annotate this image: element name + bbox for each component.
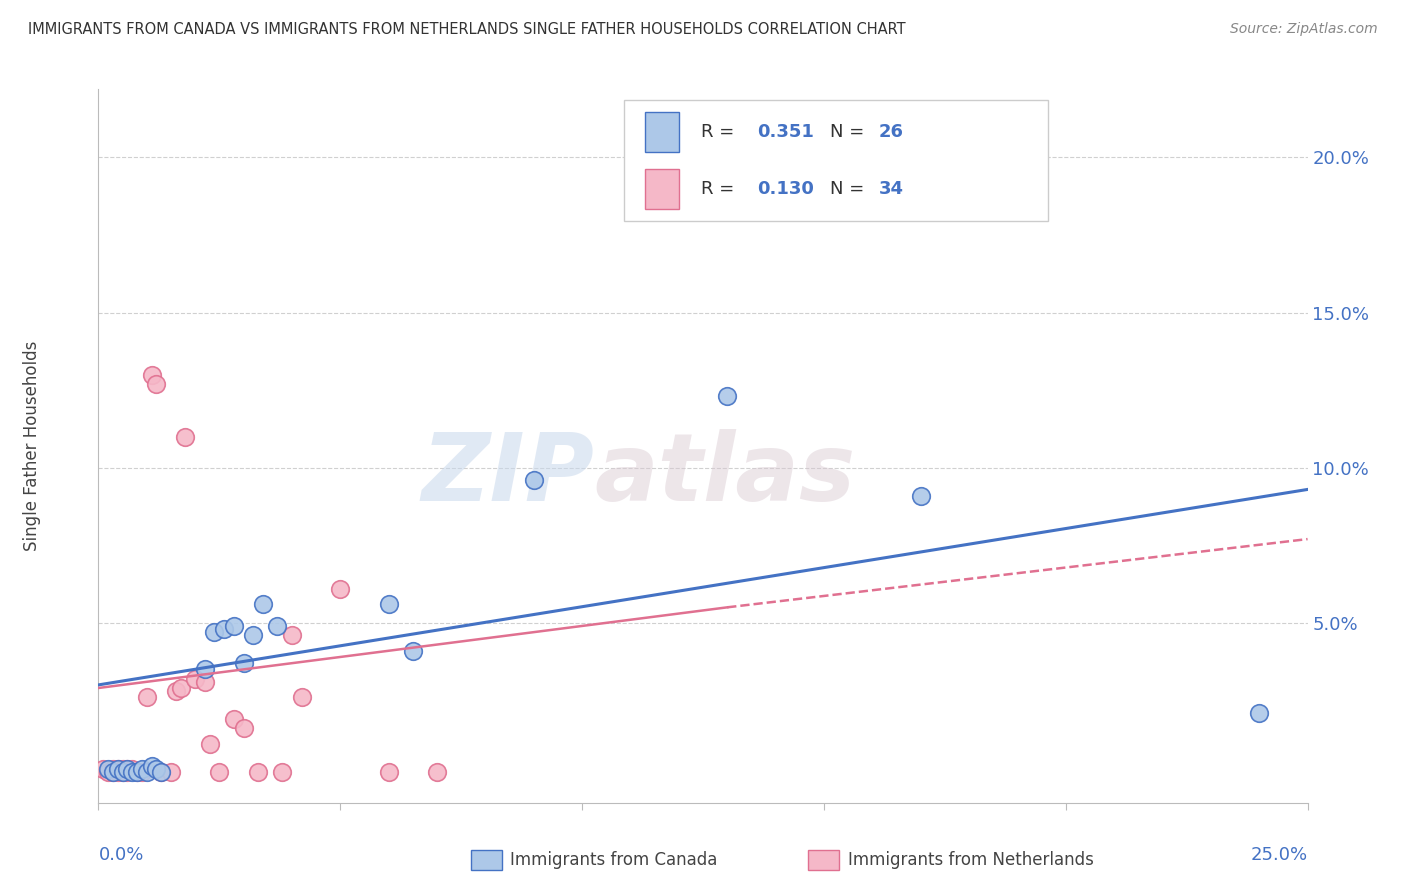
Point: [135, 764, 157, 779]
Bar: [645, 112, 679, 152]
Text: R =: R =: [700, 180, 740, 198]
Point: [107, 764, 129, 779]
Point: [402, 644, 425, 658]
Text: 34: 34: [879, 180, 903, 198]
Text: 25.0%: 25.0%: [1250, 847, 1308, 864]
Point: [91, 762, 114, 776]
Point: [232, 722, 254, 736]
Point: [111, 762, 134, 776]
Point: [117, 764, 139, 779]
Text: N =: N =: [830, 180, 870, 198]
Point: [121, 762, 143, 776]
Point: [150, 764, 173, 779]
Point: [194, 674, 217, 689]
Point: [117, 762, 139, 776]
Point: [165, 684, 187, 698]
Point: [212, 622, 235, 636]
Point: [222, 619, 245, 633]
Point: [377, 764, 399, 779]
Point: [127, 764, 149, 779]
Point: [194, 662, 217, 676]
Point: [184, 672, 207, 686]
Point: [208, 764, 231, 779]
Text: 26: 26: [879, 123, 903, 141]
Point: [198, 737, 221, 751]
Text: ZIP: ZIP: [422, 428, 595, 521]
Point: [329, 582, 352, 596]
Point: [101, 762, 124, 776]
Point: [426, 764, 449, 779]
Text: 0.351: 0.351: [758, 123, 814, 141]
FancyBboxPatch shape: [624, 100, 1047, 221]
Point: [204, 625, 226, 640]
Text: Immigrants from Canada: Immigrants from Canada: [510, 851, 717, 869]
Point: [127, 764, 149, 779]
Point: [145, 376, 167, 391]
Point: [111, 764, 134, 779]
Point: [377, 597, 399, 611]
Text: N =: N =: [830, 123, 870, 141]
Point: [242, 628, 264, 642]
Point: [174, 430, 197, 444]
Point: [252, 597, 274, 611]
Point: [131, 764, 153, 779]
Text: 0.130: 0.130: [758, 180, 814, 198]
Point: [121, 764, 143, 779]
Point: [135, 690, 157, 705]
Point: [141, 368, 163, 382]
Point: [716, 389, 738, 403]
Point: [523, 473, 546, 487]
Point: [101, 764, 124, 779]
Text: Single Father Households: Single Father Households: [22, 341, 41, 551]
Point: [141, 758, 163, 772]
Point: [160, 764, 183, 779]
Point: [266, 619, 288, 633]
Text: atlas: atlas: [595, 428, 855, 521]
Text: Source: ZipAtlas.com: Source: ZipAtlas.com: [1230, 22, 1378, 37]
Point: [271, 764, 294, 779]
Point: [111, 764, 134, 779]
Point: [117, 762, 139, 776]
Point: [1249, 706, 1271, 720]
Text: Immigrants from Netherlands: Immigrants from Netherlands: [848, 851, 1094, 869]
Point: [222, 712, 245, 726]
Point: [169, 681, 191, 695]
Point: [97, 762, 120, 776]
Point: [232, 656, 254, 670]
Text: 0.0%: 0.0%: [98, 847, 143, 864]
Point: [131, 762, 153, 776]
Point: [101, 764, 124, 779]
Text: IMMIGRANTS FROM CANADA VS IMMIGRANTS FROM NETHERLANDS SINGLE FATHER HOUSEHOLDS C: IMMIGRANTS FROM CANADA VS IMMIGRANTS FRO…: [28, 22, 905, 37]
Point: [910, 489, 932, 503]
Point: [290, 690, 312, 705]
Point: [150, 764, 173, 779]
Point: [107, 762, 129, 776]
Point: [145, 762, 167, 776]
Point: [281, 628, 304, 642]
Point: [97, 764, 120, 779]
Point: [247, 764, 270, 779]
Bar: [645, 169, 679, 209]
Point: [107, 762, 129, 776]
Text: R =: R =: [700, 123, 740, 141]
